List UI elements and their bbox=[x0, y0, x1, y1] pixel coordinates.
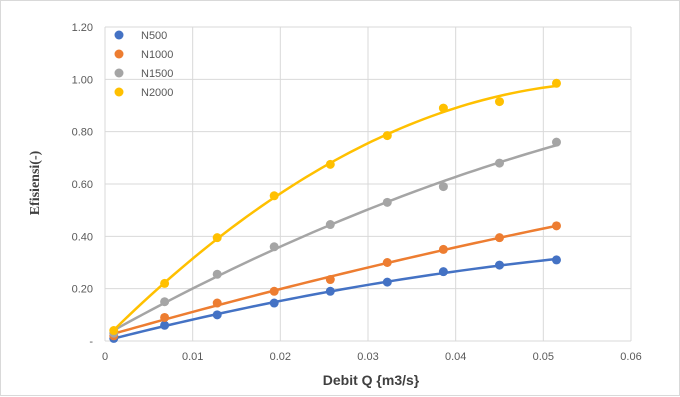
point-n2000 bbox=[212, 233, 222, 243]
point-n2000 bbox=[438, 103, 448, 113]
point-n1000 bbox=[495, 233, 504, 243]
point-n2000 bbox=[325, 159, 335, 169]
data-points bbox=[109, 78, 561, 343]
grid bbox=[104, 26, 632, 342]
x-axis-title: Debit Q {m3/s} bbox=[323, 372, 420, 388]
legend-marker-n1000 bbox=[114, 49, 124, 59]
legend-label-n2000: N2000 bbox=[141, 87, 173, 99]
point-n1500 bbox=[212, 269, 222, 279]
trendline-n2000 bbox=[112, 84, 557, 331]
x-tick-label: 0.05 bbox=[533, 351, 554, 363]
legend-label-n1000: N1000 bbox=[141, 49, 173, 61]
y-axis-title: Efisiensi(-) bbox=[28, 150, 43, 215]
legend: N500 N1000 N1500 N2000 bbox=[114, 30, 173, 99]
point-n1000 bbox=[438, 244, 448, 254]
point-n2000 bbox=[269, 191, 279, 201]
trendlines bbox=[112, 84, 557, 340]
point-n1500 bbox=[160, 297, 170, 307]
y-tick-label: 0.60 bbox=[72, 179, 93, 191]
point-n2000 bbox=[495, 97, 504, 107]
y-tick-label: 1.00 bbox=[72, 74, 93, 86]
point-n2000 bbox=[109, 326, 119, 336]
point-n1000 bbox=[325, 275, 335, 285]
x-tick-label: 0.02 bbox=[270, 351, 291, 363]
point-n2000 bbox=[551, 78, 561, 88]
point-n500 bbox=[551, 255, 561, 265]
y-tick-label: 0.20 bbox=[72, 284, 93, 296]
point-n1500 bbox=[269, 242, 279, 252]
legend-label-n500: N500 bbox=[141, 30, 167, 42]
point-n500 bbox=[160, 320, 170, 330]
trendline-n1500 bbox=[113, 144, 557, 332]
point-n2000 bbox=[382, 131, 392, 141]
y-tick-label: 0.40 bbox=[72, 231, 93, 243]
point-n500 bbox=[438, 267, 448, 277]
y-tick-labels: - 0.20 0.40 0.60 0.80 1.00 1.20 bbox=[72, 22, 94, 348]
point-n500 bbox=[269, 298, 279, 308]
x-tick-label: 0.01 bbox=[182, 351, 203, 363]
legend-marker-n1500 bbox=[114, 68, 124, 78]
point-n1500 bbox=[438, 182, 448, 192]
point-n1500 bbox=[495, 158, 504, 168]
point-n500 bbox=[325, 286, 335, 296]
point-n2000 bbox=[160, 278, 170, 288]
x-tick-label: 0 bbox=[102, 351, 108, 363]
point-n1500 bbox=[551, 137, 561, 147]
x-tick-label: 0.06 bbox=[620, 351, 641, 363]
point-n1500 bbox=[325, 220, 335, 230]
x-tick-label: 0.04 bbox=[445, 351, 466, 363]
y-tick-label: 0.80 bbox=[72, 127, 93, 139]
point-n500 bbox=[382, 277, 392, 287]
point-n1000 bbox=[269, 286, 279, 296]
y-tick-label: - bbox=[89, 336, 93, 348]
x-tick-label: 0.03 bbox=[357, 351, 378, 363]
legend-marker-n500 bbox=[114, 30, 124, 40]
legend-label-n1500: N1500 bbox=[141, 68, 173, 80]
point-n500 bbox=[212, 310, 222, 320]
point-n1000 bbox=[160, 312, 170, 322]
point-n1000 bbox=[551, 221, 561, 231]
trendline-n1000 bbox=[113, 224, 557, 335]
x-tick-labels: 0 0.01 0.02 0.03 0.04 0.05 0.06 bbox=[102, 351, 642, 363]
point-n1000 bbox=[212, 298, 222, 308]
point-n1500 bbox=[382, 197, 392, 207]
point-n500 bbox=[495, 260, 504, 270]
trendline-n500 bbox=[113, 257, 557, 340]
legend-marker-n2000 bbox=[114, 87, 124, 97]
y-tick-label: 1.20 bbox=[72, 22, 93, 34]
point-n1000 bbox=[382, 258, 392, 267]
